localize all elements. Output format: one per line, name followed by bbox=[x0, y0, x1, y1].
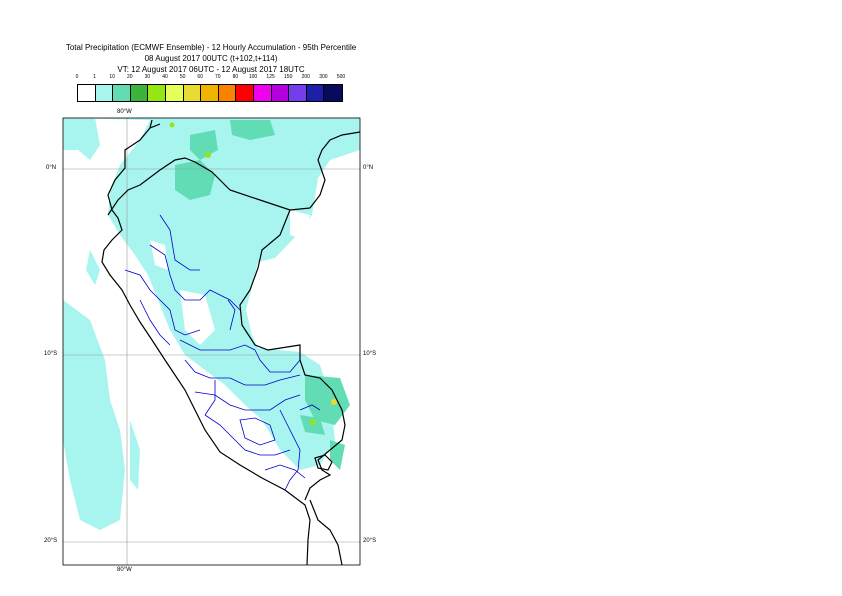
lat-label-20-left: 20°S bbox=[44, 538, 58, 544]
valid-time-label: VT: 12 August 2017 06UTC - 12 August 201… bbox=[117, 65, 305, 74]
precip-heavy-1 bbox=[205, 152, 211, 158]
legend-label: 150 bbox=[284, 74, 293, 80]
precip-heavy-areas bbox=[169, 122, 337, 425]
legend-labels: 0 1 10 20 30 40 50 60 70 80 100 125 150 200 300 500 bbox=[0, 74, 842, 84]
precip-light-areas bbox=[63, 118, 360, 530]
legend-label: 1 bbox=[93, 74, 96, 80]
legend-swatch bbox=[201, 85, 219, 101]
region-border-8 bbox=[239, 417, 276, 446]
ecuador-north-border bbox=[107, 123, 161, 211]
precip-moderate-2 bbox=[190, 130, 218, 160]
precip-area-ocean-4 bbox=[86, 250, 100, 285]
precip-moderate-5 bbox=[300, 415, 325, 435]
legend-swatch bbox=[253, 85, 272, 101]
dry-patch-2 bbox=[180, 290, 215, 345]
legend-label: 0 bbox=[75, 74, 79, 80]
dry-patches bbox=[150, 175, 355, 345]
region-border-11 bbox=[139, 299, 171, 346]
legend-color-bar bbox=[77, 84, 343, 102]
peru-bolivia-border bbox=[304, 424, 346, 501]
legend-swatch bbox=[95, 85, 114, 101]
legend-swatch bbox=[165, 85, 184, 101]
precip-moderate-1 bbox=[175, 160, 215, 200]
legend-label: 100 bbox=[248, 74, 258, 80]
legend-swatch bbox=[271, 85, 290, 101]
precip-area-ocean-5 bbox=[130, 420, 140, 490]
map-frame bbox=[62, 117, 361, 566]
ecuador-peru-border bbox=[107, 157, 219, 216]
legend-label: 500 bbox=[336, 74, 346, 80]
legend-label: 300 bbox=[319, 74, 328, 80]
region-border-1 bbox=[149, 244, 241, 311]
legend-swatch bbox=[236, 85, 254, 101]
base-time-label: 08 August 2017 00UTC (t+102,t+114) bbox=[144, 54, 278, 63]
lat-label-0-right: 0°N bbox=[363, 165, 374, 171]
legend-swatch bbox=[78, 85, 96, 101]
dry-patch-3 bbox=[150, 240, 168, 270]
legend-label: 125 bbox=[266, 74, 275, 80]
bolivia-chile-border bbox=[309, 499, 343, 566]
precip-moderate-areas bbox=[175, 120, 350, 470]
legend-swatch bbox=[289, 85, 307, 101]
lon-label-top: 80°W bbox=[117, 109, 132, 115]
legend-swatch bbox=[218, 85, 237, 101]
precip-heavy-4 bbox=[310, 419, 316, 425]
region-border-3 bbox=[159, 214, 200, 271]
dry-patch-5 bbox=[320, 175, 350, 210]
region-border-9 bbox=[279, 409, 301, 491]
legend-swatch bbox=[324, 85, 342, 101]
legend-swatch bbox=[183, 85, 202, 101]
legend-label: 20 bbox=[127, 74, 133, 80]
lat-label-10-left: 10°S bbox=[44, 351, 58, 357]
region-border-12 bbox=[204, 380, 216, 416]
region-border-5 bbox=[184, 359, 301, 386]
legend-swatch bbox=[130, 85, 149, 101]
country-borders bbox=[101, 119, 361, 566]
region-border-4 bbox=[179, 339, 301, 373]
legend-label: 70 bbox=[215, 74, 221, 80]
grid-lines bbox=[63, 118, 360, 565]
lat-label-0-left: 0°N bbox=[46, 165, 57, 171]
legend-swatch bbox=[306, 85, 325, 101]
legend-label: 60 bbox=[197, 74, 203, 80]
precip-heavy-3 bbox=[331, 399, 337, 405]
region-border-10 bbox=[227, 299, 236, 331]
precip-moderate-4 bbox=[305, 375, 350, 425]
legend-label: 200 bbox=[301, 74, 310, 80]
precip-heavy-2 bbox=[169, 122, 175, 128]
lat-label-20-right: 20°S bbox=[363, 538, 377, 544]
region-border-13 bbox=[264, 464, 306, 479]
precip-area-ocean-1 bbox=[63, 118, 100, 160]
coastline bbox=[101, 209, 311, 566]
legend-label: 50 bbox=[179, 74, 186, 80]
legend-label: 40 bbox=[162, 74, 168, 80]
lon-label-bottom: 80°W bbox=[117, 567, 132, 573]
region-border-2 bbox=[124, 269, 201, 336]
precip-area-main bbox=[63, 118, 360, 470]
peru-brazil-border bbox=[239, 209, 346, 426]
legend-swatch bbox=[113, 85, 131, 101]
legend-swatch bbox=[148, 85, 166, 101]
region-borders bbox=[124, 214, 321, 491]
colombia-brazil-border bbox=[309, 131, 361, 209]
chart-title: Total Precipitation (ECMWF Ensemble) - 1… bbox=[65, 43, 357, 52]
region-border-14 bbox=[299, 404, 321, 411]
legend-label: 80 bbox=[232, 74, 239, 80]
colombia-coast bbox=[149, 119, 153, 129]
lat-label-10-right: 10°S bbox=[363, 351, 377, 357]
dry-patch-1 bbox=[255, 260, 310, 330]
precip-area-ocean-2 bbox=[63, 300, 125, 530]
legend-label: 30 bbox=[144, 74, 151, 80]
region-border-7 bbox=[204, 414, 291, 456]
precip-moderate-3 bbox=[230, 120, 275, 140]
dry-patch-6 bbox=[330, 225, 355, 255]
peru-colombia-border bbox=[217, 177, 311, 211]
precip-area-ocean-3 bbox=[72, 360, 85, 400]
legend-label: 10 bbox=[109, 74, 115, 80]
dry-patch-4 bbox=[290, 210, 310, 240]
lake-titicaca bbox=[314, 454, 333, 471]
